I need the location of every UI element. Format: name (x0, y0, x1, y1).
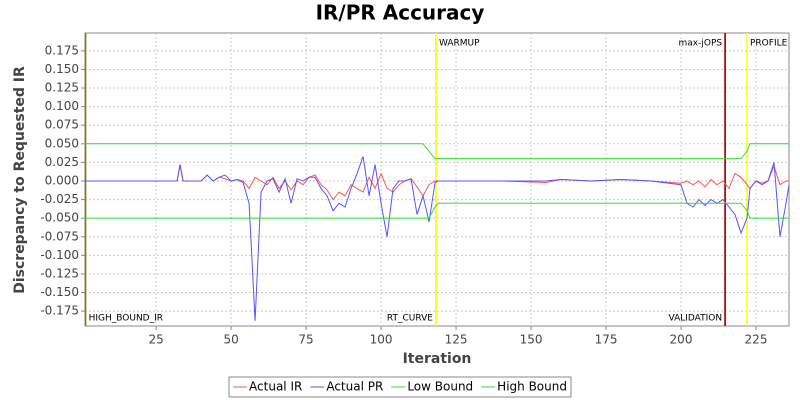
x-tick-label: 50 (223, 333, 238, 347)
x-tick-label: 150 (520, 333, 543, 347)
legend: Actual IR Actual PR Low Bound High Bound (228, 376, 572, 398)
marker-label: RT_CURVE (387, 314, 433, 324)
y-tick-label: -0.175 (40, 304, 79, 318)
marker-label: WARMUP (439, 39, 480, 49)
x-tick-label: 225 (745, 333, 768, 347)
y-tick-label: 0.150 (45, 62, 79, 76)
y-tick-label: 0.175 (45, 43, 79, 57)
y-tick-label: 0.125 (45, 81, 79, 95)
series-line (84, 202, 789, 219)
x-tick-label: 75 (298, 333, 313, 347)
series-line (84, 156, 790, 321)
marker-label: max-jOPS (679, 39, 723, 49)
marker-label: VALIDATION (668, 314, 722, 324)
y-axis-label: Discrepancy to Requested IR (12, 66, 28, 294)
y-tick-label: 0.100 (45, 99, 79, 113)
y-tick-label: -0.075 (40, 229, 79, 243)
legend-label: Actual PR (326, 380, 383, 394)
y-tick-label: -0.150 (40, 285, 79, 299)
y-tick-label: 0.075 (45, 118, 79, 132)
x-tick-label: 25 (148, 333, 163, 347)
y-tick-label: 0.025 (45, 155, 79, 169)
x-tick-label: 175 (595, 333, 618, 347)
marker-label: PROFILE (750, 39, 788, 49)
legend-label: Actual IR (249, 380, 302, 394)
plot-area (84, 32, 790, 327)
y-tick-label: 0.050 (45, 136, 79, 150)
y-tick-label: 0.000 (45, 173, 79, 187)
y-tick-label: -0.100 (40, 248, 79, 262)
y-tick-label: -0.050 (40, 211, 79, 225)
x-tick-label: 200 (670, 333, 693, 347)
x-axis-label: Iteration (403, 351, 472, 367)
y-tick-label: -0.025 (40, 192, 79, 206)
marker-label: HIGH_BOUND_IR (89, 314, 163, 324)
chart-title: IR/PR Accuracy (316, 1, 485, 25)
series-line (84, 143, 789, 160)
x-tick-label: 125 (445, 333, 468, 347)
y-tick-label: -0.125 (40, 266, 79, 280)
x-tick-label: 100 (370, 333, 393, 347)
legend-label: Low Bound (407, 380, 473, 394)
legend-label: High Bound (497, 380, 567, 394)
